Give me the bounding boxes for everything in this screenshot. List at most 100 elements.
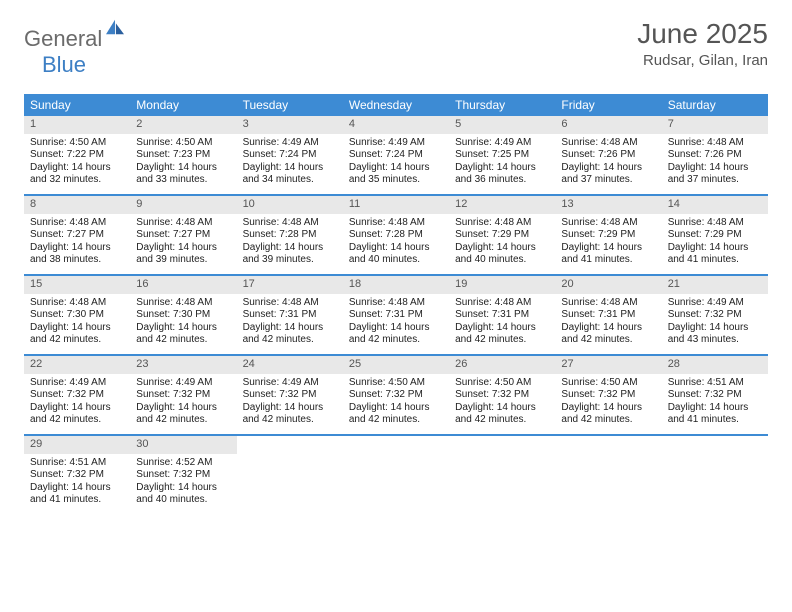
sunrise-line: Sunrise: 4:48 AM bbox=[349, 297, 443, 310]
day-number: 17 bbox=[237, 276, 343, 294]
day-body: Sunrise: 4:48 AMSunset: 7:29 PMDaylight:… bbox=[662, 214, 768, 272]
day-number: 16 bbox=[130, 276, 236, 294]
day-cell: 6Sunrise: 4:48 AMSunset: 7:26 PMDaylight… bbox=[555, 116, 661, 194]
day-number: 23 bbox=[130, 356, 236, 374]
sunrise-line: Sunrise: 4:48 AM bbox=[243, 217, 337, 230]
week-row: 8Sunrise: 4:48 AMSunset: 7:27 PMDaylight… bbox=[24, 196, 768, 276]
daylight-line: Daylight: 14 hours and 42 minutes. bbox=[136, 322, 230, 347]
day-number: 8 bbox=[24, 196, 130, 214]
day-header: Tuesday bbox=[237, 94, 343, 116]
daylight-line: Daylight: 14 hours and 43 minutes. bbox=[668, 322, 762, 347]
daylight-line: Daylight: 14 hours and 42 minutes. bbox=[561, 322, 655, 347]
day-body: Sunrise: 4:48 AMSunset: 7:28 PMDaylight:… bbox=[237, 214, 343, 272]
day-body: Sunrise: 4:48 AMSunset: 7:29 PMDaylight:… bbox=[555, 214, 661, 272]
day-body: Sunrise: 4:48 AMSunset: 7:26 PMDaylight:… bbox=[555, 134, 661, 192]
day-body: Sunrise: 4:49 AMSunset: 7:25 PMDaylight:… bbox=[449, 134, 555, 192]
week-row: 22Sunrise: 4:49 AMSunset: 7:32 PMDayligh… bbox=[24, 356, 768, 436]
logo-part2: Blue bbox=[42, 52, 86, 77]
sunrise-line: Sunrise: 4:48 AM bbox=[455, 217, 549, 230]
day-header: Wednesday bbox=[343, 94, 449, 116]
sunrise-line: Sunrise: 4:49 AM bbox=[243, 137, 337, 150]
day-number: 25 bbox=[343, 356, 449, 374]
day-body: Sunrise: 4:49 AMSunset: 7:32 PMDaylight:… bbox=[237, 374, 343, 432]
weeks-container: 1Sunrise: 4:50 AMSunset: 7:22 PMDaylight… bbox=[24, 116, 768, 514]
sunset-line: Sunset: 7:24 PM bbox=[243, 149, 337, 162]
day-number bbox=[555, 436, 661, 453]
day-header: Thursday bbox=[449, 94, 555, 116]
sunrise-line: Sunrise: 4:48 AM bbox=[561, 137, 655, 150]
sunrise-line: Sunrise: 4:51 AM bbox=[668, 377, 762, 390]
week-row: 1Sunrise: 4:50 AMSunset: 7:22 PMDaylight… bbox=[24, 116, 768, 196]
sunset-line: Sunset: 7:31 PM bbox=[455, 309, 549, 322]
day-cell bbox=[449, 436, 555, 514]
sunrise-line: Sunrise: 4:48 AM bbox=[30, 217, 124, 230]
day-number: 10 bbox=[237, 196, 343, 214]
sunset-line: Sunset: 7:31 PM bbox=[561, 309, 655, 322]
daylight-line: Daylight: 14 hours and 40 minutes. bbox=[455, 242, 549, 267]
daylight-line: Daylight: 14 hours and 42 minutes. bbox=[455, 322, 549, 347]
daylight-line: Daylight: 14 hours and 38 minutes. bbox=[30, 242, 124, 267]
day-cell: 26Sunrise: 4:50 AMSunset: 7:32 PMDayligh… bbox=[449, 356, 555, 434]
sunrise-line: Sunrise: 4:48 AM bbox=[136, 217, 230, 230]
day-cell: 20Sunrise: 4:48 AMSunset: 7:31 PMDayligh… bbox=[555, 276, 661, 354]
day-body: Sunrise: 4:48 AMSunset: 7:31 PMDaylight:… bbox=[555, 294, 661, 352]
sunset-line: Sunset: 7:32 PM bbox=[136, 469, 230, 482]
day-cell: 29Sunrise: 4:51 AMSunset: 7:32 PMDayligh… bbox=[24, 436, 130, 514]
sunrise-line: Sunrise: 4:50 AM bbox=[349, 377, 443, 390]
day-body: Sunrise: 4:49 AMSunset: 7:32 PMDaylight:… bbox=[130, 374, 236, 432]
day-body: Sunrise: 4:52 AMSunset: 7:32 PMDaylight:… bbox=[130, 454, 236, 512]
day-number: 27 bbox=[555, 356, 661, 374]
sunset-line: Sunset: 7:29 PM bbox=[668, 229, 762, 242]
day-number: 26 bbox=[449, 356, 555, 374]
day-cell: 9Sunrise: 4:48 AMSunset: 7:27 PMDaylight… bbox=[130, 196, 236, 274]
daylight-line: Daylight: 14 hours and 42 minutes. bbox=[30, 402, 124, 427]
day-body: Sunrise: 4:48 AMSunset: 7:31 PMDaylight:… bbox=[449, 294, 555, 352]
daylight-line: Daylight: 14 hours and 39 minutes. bbox=[136, 242, 230, 267]
day-cell: 5Sunrise: 4:49 AMSunset: 7:25 PMDaylight… bbox=[449, 116, 555, 194]
day-cell: 13Sunrise: 4:48 AMSunset: 7:29 PMDayligh… bbox=[555, 196, 661, 274]
day-number: 21 bbox=[662, 276, 768, 294]
sunrise-line: Sunrise: 4:49 AM bbox=[243, 377, 337, 390]
sunset-line: Sunset: 7:22 PM bbox=[30, 149, 124, 162]
day-number: 24 bbox=[237, 356, 343, 374]
day-body bbox=[449, 453, 555, 461]
day-header: Monday bbox=[130, 94, 236, 116]
day-body: Sunrise: 4:48 AMSunset: 7:30 PMDaylight:… bbox=[130, 294, 236, 352]
day-header: Sunday bbox=[24, 94, 130, 116]
day-number: 12 bbox=[449, 196, 555, 214]
day-body: Sunrise: 4:49 AMSunset: 7:32 PMDaylight:… bbox=[662, 294, 768, 352]
day-body: Sunrise: 4:49 AMSunset: 7:32 PMDaylight:… bbox=[24, 374, 130, 432]
day-body: Sunrise: 4:50 AMSunset: 7:32 PMDaylight:… bbox=[555, 374, 661, 432]
day-number: 7 bbox=[662, 116, 768, 134]
daylight-line: Daylight: 14 hours and 41 minutes. bbox=[668, 402, 762, 427]
day-cell bbox=[237, 436, 343, 514]
title-block: June 2025 Rudsar, Gilan, Iran bbox=[637, 18, 768, 69]
sunset-line: Sunset: 7:31 PM bbox=[349, 309, 443, 322]
day-body: Sunrise: 4:51 AMSunset: 7:32 PMDaylight:… bbox=[662, 374, 768, 432]
sunrise-line: Sunrise: 4:49 AM bbox=[30, 377, 124, 390]
day-number: 15 bbox=[24, 276, 130, 294]
day-number: 29 bbox=[24, 436, 130, 454]
day-body: Sunrise: 4:48 AMSunset: 7:30 PMDaylight:… bbox=[24, 294, 130, 352]
day-cell bbox=[555, 436, 661, 514]
sunset-line: Sunset: 7:23 PM bbox=[136, 149, 230, 162]
day-cell: 24Sunrise: 4:49 AMSunset: 7:32 PMDayligh… bbox=[237, 356, 343, 434]
daylight-line: Daylight: 14 hours and 41 minutes. bbox=[30, 482, 124, 507]
sunrise-line: Sunrise: 4:50 AM bbox=[30, 137, 124, 150]
day-cell: 8Sunrise: 4:48 AMSunset: 7:27 PMDaylight… bbox=[24, 196, 130, 274]
day-body: Sunrise: 4:50 AMSunset: 7:22 PMDaylight:… bbox=[24, 134, 130, 192]
day-body: Sunrise: 4:48 AMSunset: 7:27 PMDaylight:… bbox=[24, 214, 130, 272]
day-cell: 23Sunrise: 4:49 AMSunset: 7:32 PMDayligh… bbox=[130, 356, 236, 434]
month-title: June 2025 bbox=[637, 18, 768, 50]
daylight-line: Daylight: 14 hours and 42 minutes. bbox=[349, 402, 443, 427]
sunset-line: Sunset: 7:32 PM bbox=[349, 389, 443, 402]
day-number bbox=[343, 436, 449, 453]
sunrise-line: Sunrise: 4:49 AM bbox=[136, 377, 230, 390]
sunset-line: Sunset: 7:26 PM bbox=[561, 149, 655, 162]
daylight-line: Daylight: 14 hours and 42 minutes. bbox=[243, 402, 337, 427]
day-body: Sunrise: 4:51 AMSunset: 7:32 PMDaylight:… bbox=[24, 454, 130, 512]
sunrise-line: Sunrise: 4:50 AM bbox=[561, 377, 655, 390]
sunset-line: Sunset: 7:32 PM bbox=[668, 389, 762, 402]
sunset-line: Sunset: 7:26 PM bbox=[668, 149, 762, 162]
day-cell: 12Sunrise: 4:48 AMSunset: 7:29 PMDayligh… bbox=[449, 196, 555, 274]
